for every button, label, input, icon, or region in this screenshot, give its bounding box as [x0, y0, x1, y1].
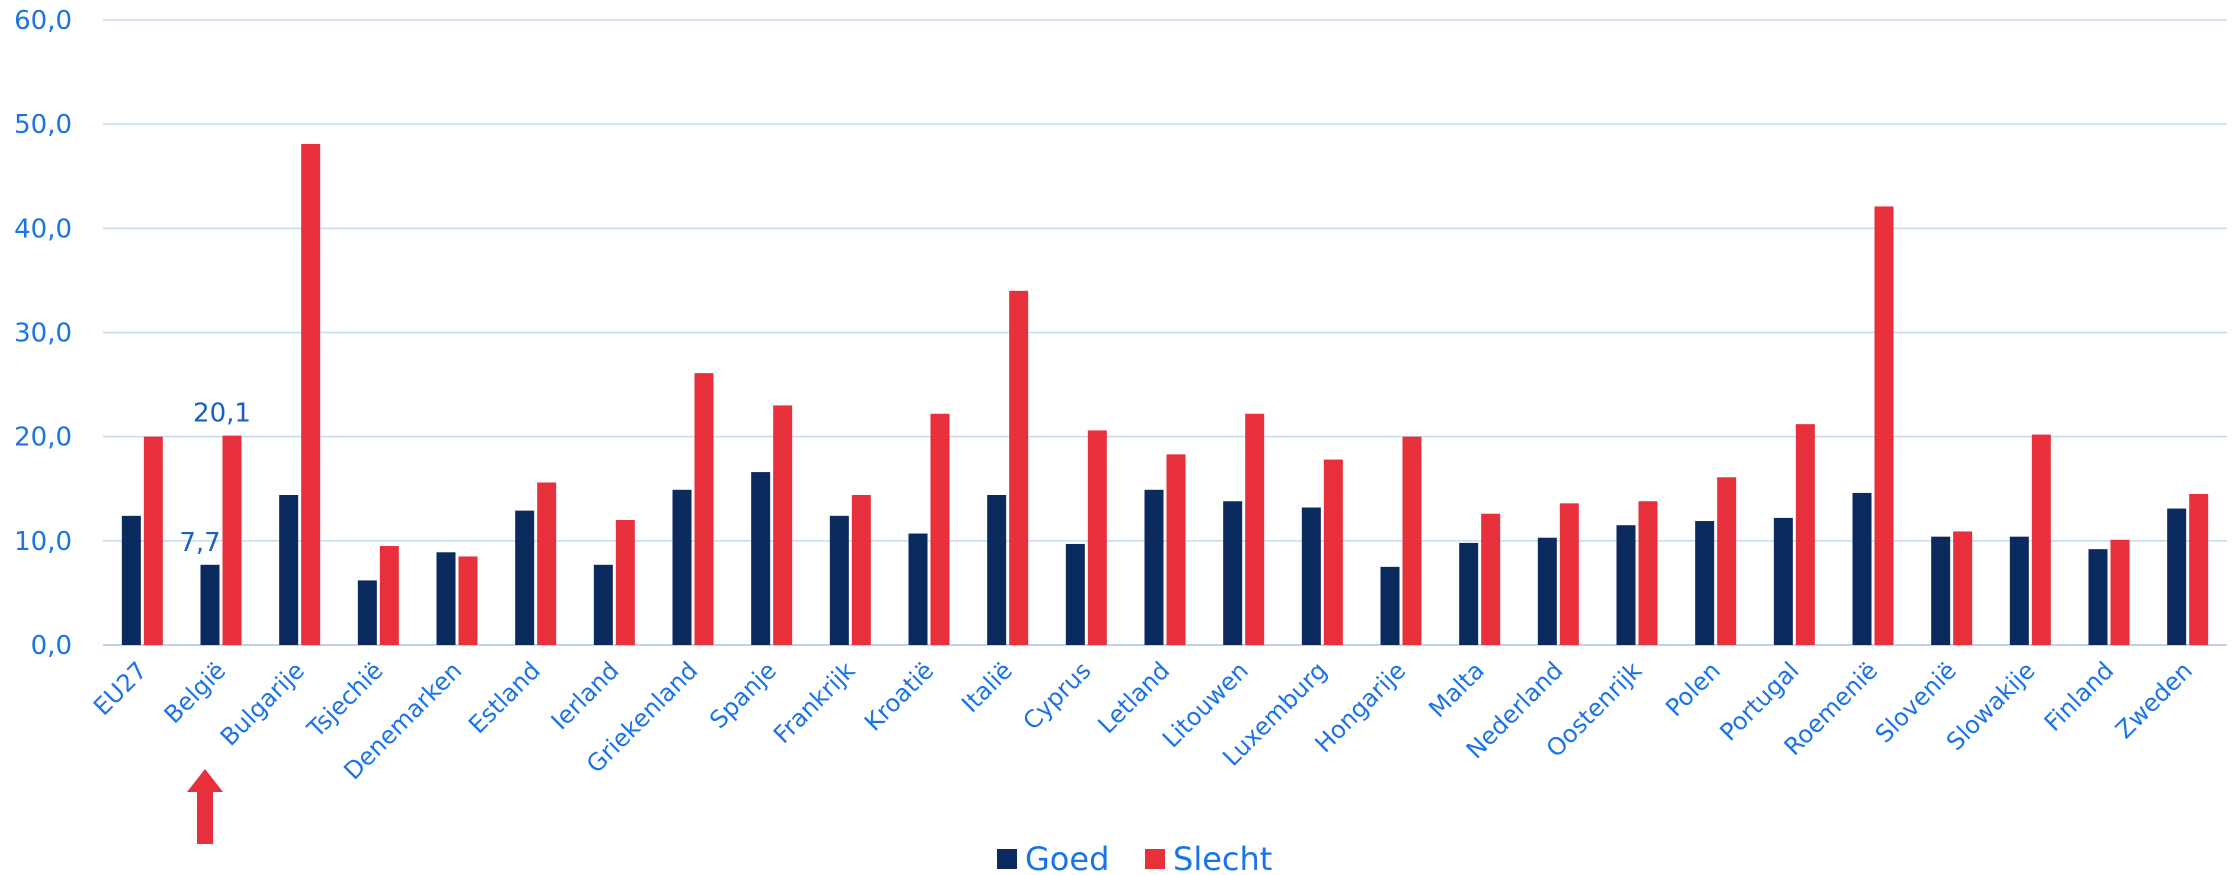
bar-slecht-10 [930, 413, 950, 645]
bar-goed-15 [1301, 507, 1321, 645]
bar-goed-5 [515, 510, 535, 645]
y-axis: 0,0 10,0 20,0 30,0 40,0 50,0 60,0 [14, 6, 72, 661]
y-tick-label: 50,0 [14, 110, 72, 140]
legend-label-slecht: Slecht [1173, 840, 1272, 875]
x-axis: EU27 BelgiëBulgarijeTsjechiëDenemarkenEst… [88, 656, 2198, 785]
bar-goed-12 [1065, 543, 1085, 645]
bar-goed-22 [1852, 492, 1872, 645]
bar-slecht-19 [1638, 501, 1658, 645]
x-tick-label: Cyprus [1018, 656, 1097, 735]
x-tick-label: Frankrijk [768, 656, 861, 749]
x-tick-label: Malta [1423, 656, 1490, 723]
bar-goed-19 [1616, 525, 1636, 645]
highlight-arrow [187, 769, 223, 844]
bar-slecht-14 [1245, 413, 1265, 645]
bar-goed-9 [829, 515, 849, 645]
bar-goed-18 [1537, 537, 1557, 645]
bar-goed-14 [1223, 501, 1243, 645]
bar-goed-3 [357, 580, 377, 645]
bar-slecht-21 [1795, 424, 1815, 645]
bar-goed-16 [1380, 566, 1400, 645]
x-tick-label: Ierland [546, 656, 625, 735]
arrow-head [187, 769, 223, 792]
legend-label-goed: Goed [1025, 840, 1109, 875]
legend-swatch-goed [997, 849, 1017, 869]
arrow-shaft [197, 790, 213, 844]
bar-goed-8 [751, 472, 771, 645]
bar-goed-1 [200, 564, 220, 645]
bar-slecht-13 [1166, 454, 1186, 645]
y-tick-label: 40,0 [14, 214, 72, 244]
bar-goed-6 [593, 564, 613, 645]
bar-slecht-11 [1009, 290, 1029, 645]
bar-goed-0 [121, 515, 141, 645]
bar-slecht-7 [694, 373, 714, 645]
bar-slecht-3 [379, 546, 399, 645]
bar-slecht-18 [1559, 503, 1579, 645]
x-tick-label: België [159, 656, 232, 729]
bar-slecht-20 [1717, 477, 1737, 645]
legend-swatch-slecht [1145, 849, 1165, 869]
bar-slecht-2 [301, 143, 321, 646]
bar-slecht-12 [1087, 430, 1107, 645]
data-label: 20,1 [193, 399, 251, 429]
bar-slecht-4 [458, 556, 478, 645]
x-tick-label: EU27 [88, 656, 153, 721]
bar-slecht-9 [851, 495, 871, 645]
bar-goed-13 [1144, 489, 1164, 645]
bars [121, 143, 2209, 646]
bar-goed-25 [2088, 549, 2108, 645]
x-tick-label: Zweden [2110, 656, 2198, 744]
bar-slecht-1 [222, 435, 242, 645]
x-tick-label: Kroatië [859, 656, 939, 736]
bar-slecht-17 [1481, 513, 1501, 645]
bar-slecht-0 [143, 436, 163, 645]
bar-goed-11 [987, 495, 1007, 645]
bar-goed-17 [1459, 542, 1479, 645]
bar-slecht-16 [1402, 436, 1422, 645]
bar-goed-20 [1695, 521, 1715, 645]
bar-goed-4 [436, 552, 456, 645]
bar-slecht-23 [1953, 531, 1973, 645]
bar-slecht-8 [773, 405, 793, 645]
bar-slecht-5 [537, 482, 557, 645]
x-tick-label: Bulgarije [215, 656, 310, 751]
bar-goed-24 [2009, 536, 2029, 645]
y-tick-label: 0,0 [31, 631, 72, 661]
bar-goed-21 [1773, 517, 1793, 645]
data-label: 7,7 [179, 528, 220, 558]
bar-goed-26 [2167, 508, 2187, 645]
gridlines [103, 19, 2227, 646]
y-tick-label: 20,0 [14, 423, 72, 453]
bar-goed-2 [279, 495, 299, 645]
y-tick-label: 30,0 [14, 319, 72, 349]
y-tick-label: 10,0 [14, 527, 72, 557]
bar-goed-7 [672, 489, 692, 645]
x-tick-label: Estland [463, 656, 546, 739]
x-tick-label: Finland [2039, 656, 2119, 736]
bar-slecht-24 [2031, 434, 2051, 645]
legend: Goed Slecht [997, 840, 1272, 875]
bar-slecht-25 [2110, 539, 2130, 645]
bar-slecht-6 [615, 520, 635, 645]
x-tick-label: Polen [1660, 656, 1726, 722]
x-tick-label: Italië [956, 656, 1018, 718]
bar-goed-23 [1931, 536, 1951, 645]
bar-slecht-26 [2189, 493, 2209, 645]
bar-slecht-15 [1323, 459, 1343, 645]
x-tick-label: Spanje [704, 656, 782, 734]
bar-goed-10 [908, 533, 928, 645]
data-labels: 7,7 20,1 [179, 399, 251, 558]
bar-slecht-22 [1874, 206, 1894, 646]
y-tick-label: 60,0 [14, 6, 72, 36]
